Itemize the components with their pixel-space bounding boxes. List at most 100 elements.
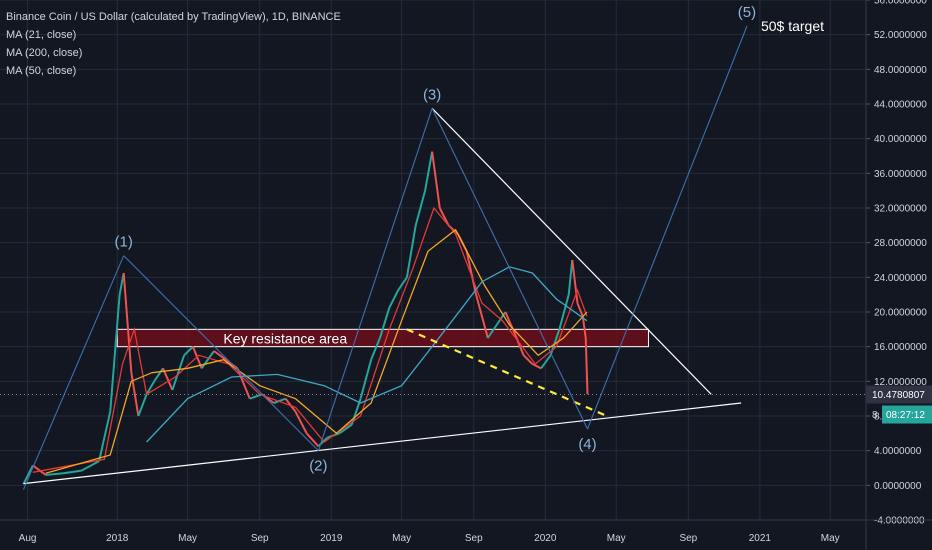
price-segment [359, 359, 373, 399]
price-segment [338, 423, 353, 435]
price-segment [558, 294, 570, 330]
price-segment [162, 367, 174, 391]
price-segment [504, 311, 516, 335]
wave-path-segment [317, 108, 433, 451]
price-axis-label: 24.0000000 [874, 273, 927, 284]
last-price-text: 10.4780807 [872, 390, 925, 401]
price-segment [540, 354, 552, 369]
price-segment [63, 469, 82, 475]
price-segment [475, 294, 489, 339]
countdown-prefix: 8. [872, 410, 880, 421]
time-axis-label: Sep [465, 533, 483, 544]
price-segment [397, 276, 408, 291]
price-axis-label: 56.0000000 [874, 0, 927, 7]
price-segment [109, 294, 121, 412]
price-segment [45, 472, 64, 476]
price-axis-label: 4.0000000 [874, 446, 922, 457]
wave-path-segment [123, 255, 319, 452]
price-segment [81, 460, 100, 472]
price-segment [388, 289, 400, 309]
last-price-badge [866, 385, 932, 404]
price-segment [571, 259, 579, 304]
price-axis-label: 16.0000000 [874, 342, 927, 353]
price-segment [378, 307, 391, 339]
price-segment [32, 464, 47, 476]
price-segment [495, 311, 507, 326]
wave-path-segment [586, 25, 748, 430]
time-axis-label: 2019 [320, 533, 343, 544]
price-segment [581, 316, 587, 339]
dashed-trend-line [406, 328, 608, 418]
legend-title: Binance Coin / US Dollar (calculated by … [6, 11, 341, 23]
price-segment [414, 190, 427, 226]
time-axis-label: 2020 [534, 533, 557, 544]
price-segment [531, 363, 542, 370]
price-axis-label: 48.0000000 [874, 65, 927, 76]
time-axis-label: Sep [251, 533, 269, 544]
price-axis-label: 40.0000000 [874, 134, 927, 145]
price-segment [98, 411, 112, 462]
legend-ma21[interactable]: MA (21, close) [6, 29, 77, 41]
wave-label: (4) [578, 436, 596, 453]
wave-path-segment [22, 255, 125, 490]
moving-average-line [146, 266, 588, 443]
price-segment [405, 225, 417, 278]
time-axis-label: May [821, 533, 840, 544]
price-segment [137, 393, 148, 417]
price-segment [584, 337, 589, 395]
wave-label: (3) [423, 86, 441, 103]
price-segment [122, 272, 133, 373]
price-segment [153, 367, 164, 382]
price-segment [213, 350, 227, 361]
price-segment [200, 350, 215, 369]
target-label: 50$ target [761, 18, 824, 34]
price-segment [145, 380, 156, 395]
price-segment [486, 324, 498, 339]
time-axis-label: May [178, 533, 197, 544]
price-segment [130, 372, 140, 417]
price-segment [171, 355, 186, 391]
time-axis-label: 2021 [749, 533, 772, 544]
countdown-badge [882, 405, 932, 424]
moving-average-line [45, 228, 588, 474]
price-segment [273, 397, 286, 404]
time-axis-label: 2018 [106, 533, 129, 544]
time-axis-label: Sep [679, 533, 697, 544]
price-segment [522, 354, 534, 365]
wave-path-segment [431, 108, 588, 430]
price-segment [576, 302, 584, 317]
price-axis-label: 44.0000000 [874, 100, 927, 111]
price-axis-label: 52.0000000 [874, 30, 927, 41]
wave-label: (2) [309, 458, 327, 475]
resistance-label: Key resistance area [223, 330, 347, 346]
wave-label: (1) [115, 234, 133, 251]
moving-average-line [32, 206, 588, 473]
price-segment [183, 345, 194, 357]
legend-ma200[interactable]: MA (200, close) [6, 47, 83, 59]
price-axis-label: -4.0000000 [874, 516, 925, 527]
price-axis-label: 28.0000000 [874, 238, 927, 249]
price-segment [513, 333, 525, 356]
price-segment [305, 432, 320, 448]
price-segment [424, 151, 434, 191]
wave-label: (5) [738, 4, 756, 21]
price-segment [370, 337, 381, 361]
triangle-upper-line [431, 107, 712, 395]
price-segment [236, 367, 251, 400]
time-axis-label: May [607, 533, 626, 544]
price-segment [431, 151, 441, 209]
price-segment [294, 411, 308, 434]
price-segment [22, 464, 34, 485]
time-axis-label: Aug [19, 533, 37, 544]
legend-ma50[interactable]: MA (50, close) [6, 65, 77, 77]
price-axis-label: 32.0000000 [874, 204, 927, 215]
chart-legend: Binance Coin / US Dollar (calculated by … [6, 8, 341, 80]
triangle-lower-line [23, 402, 742, 485]
price-axis-label: 12.0000000 [874, 377, 927, 388]
price-axis-label: 36.0000000 [874, 169, 927, 180]
price-axis-label: 20.0000000 [874, 308, 927, 319]
time-axis-label: May [392, 533, 411, 544]
price-segment [465, 251, 478, 295]
